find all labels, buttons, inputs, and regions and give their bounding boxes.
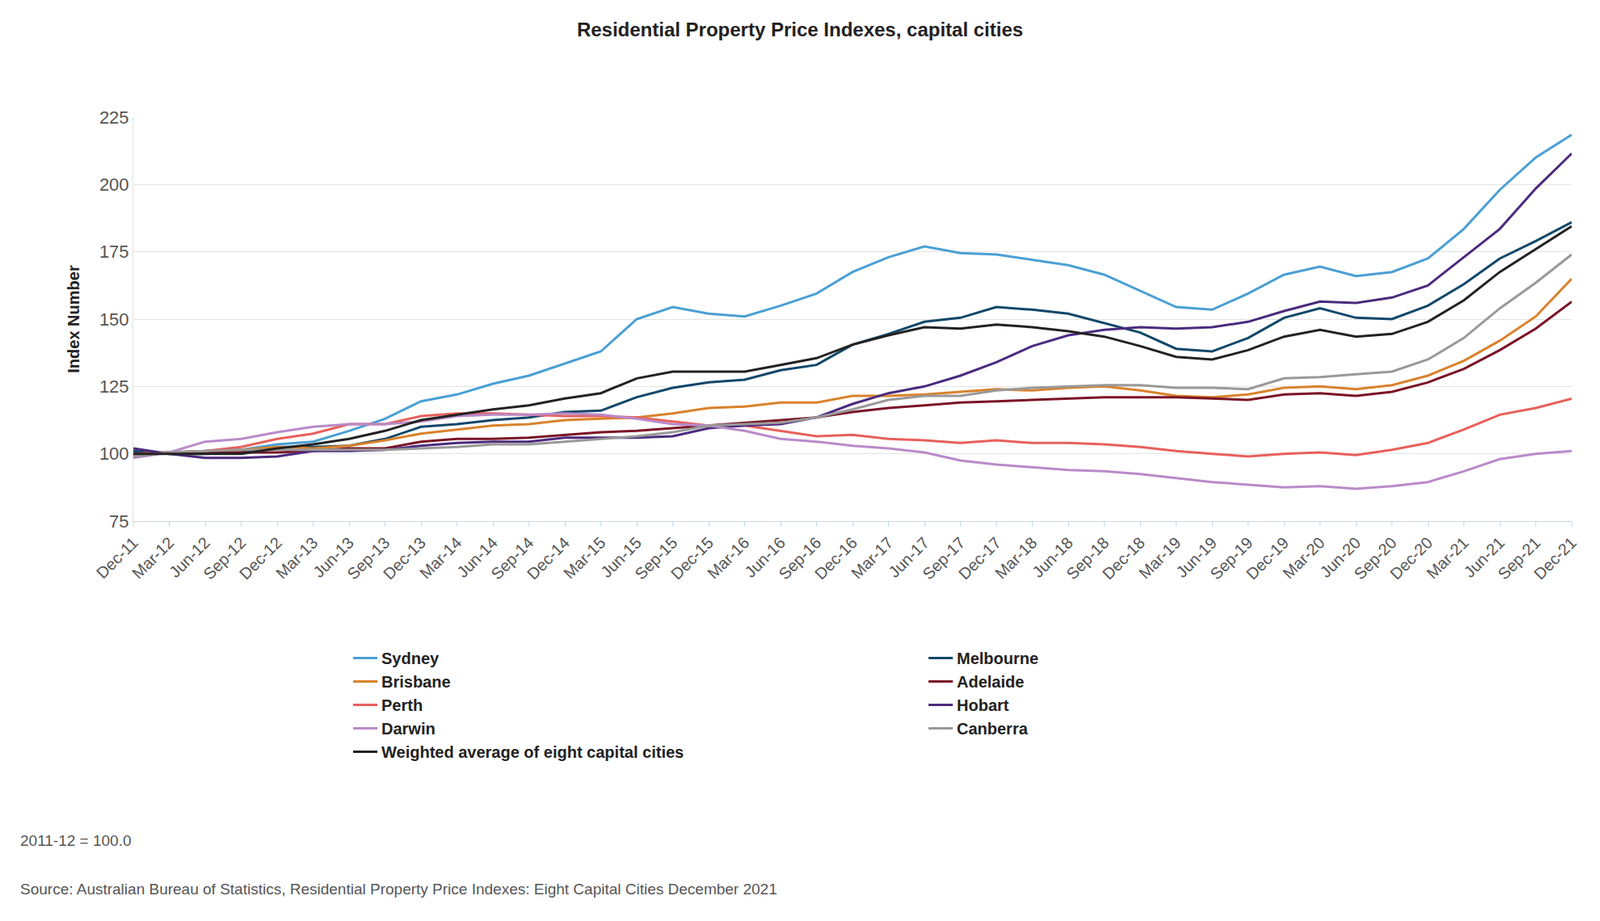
svg-text:175: 175 <box>99 241 130 262</box>
svg-text:225: 225 <box>99 107 130 128</box>
svg-text:Jun-13: Jun-13 <box>309 533 358 582</box>
svg-text:150: 150 <box>99 309 130 330</box>
svg-text:Sep-12: Sep-12 <box>199 533 249 583</box>
svg-text:Dec-21: Dec-21 <box>1530 533 1580 583</box>
svg-text:Dec-20: Dec-20 <box>1386 533 1436 583</box>
svg-text:Jun-19: Jun-19 <box>1172 533 1221 582</box>
svg-text:Sep-21: Sep-21 <box>1494 533 1544 583</box>
svg-text:Mar-16: Mar-16 <box>703 533 753 582</box>
svg-text:Adelaide: Adelaide <box>956 673 1024 691</box>
svg-text:Jun-17: Jun-17 <box>884 533 933 582</box>
svg-text:Jun-14: Jun-14 <box>453 533 502 582</box>
svg-text:Brisbane: Brisbane <box>381 673 451 691</box>
svg-text:Sep-14: Sep-14 <box>487 533 537 583</box>
svg-text:Perth: Perth <box>381 696 423 715</box>
svg-text:Sep-13: Sep-13 <box>343 533 393 583</box>
svg-text:Source: Australian Bureau of S: Source: Australian Bureau of Statistics,… <box>20 880 778 898</box>
svg-text:Sep-17: Sep-17 <box>918 533 969 583</box>
svg-text:Canberra: Canberra <box>956 720 1029 738</box>
svg-text:Residential Property Price Ind: Residential Property Price Indexes, capi… <box>576 18 1024 41</box>
svg-text:Jun-12: Jun-12 <box>165 533 214 582</box>
svg-text:Dec-12: Dec-12 <box>235 533 286 583</box>
svg-text:Sep-16: Sep-16 <box>774 533 825 583</box>
svg-text:Melbourne: Melbourne <box>956 649 1039 668</box>
svg-text:Weighted average of eight capi: Weighted average of eight capital cities <box>381 743 684 762</box>
svg-text:Mar-17: Mar-17 <box>847 533 897 582</box>
svg-text:Mar-19: Mar-19 <box>1135 533 1184 582</box>
svg-text:Sep-19: Sep-19 <box>1206 533 1256 583</box>
svg-text:Jun-20: Jun-20 <box>1316 533 1365 582</box>
svg-text:75: 75 <box>109 511 129 532</box>
svg-text:125: 125 <box>99 376 130 397</box>
svg-text:2011-12 = 100.0: 2011-12 = 100.0 <box>20 832 132 850</box>
svg-text:Mar-12: Mar-12 <box>128 533 177 582</box>
svg-text:Mar-21: Mar-21 <box>1423 533 1472 582</box>
svg-text:Dec-18: Dec-18 <box>1098 533 1149 583</box>
svg-text:Dec-13: Dec-13 <box>379 533 430 583</box>
svg-text:Dec-15: Dec-15 <box>667 533 717 583</box>
svg-text:Jun-18: Jun-18 <box>1028 533 1077 582</box>
svg-text:Mar-20: Mar-20 <box>1279 533 1328 582</box>
svg-text:Jun-21: Jun-21 <box>1460 533 1508 582</box>
svg-text:Sep-15: Sep-15 <box>631 533 681 583</box>
svg-text:Dec-17: Dec-17 <box>955 533 1005 583</box>
svg-text:Mar-13: Mar-13 <box>272 533 321 582</box>
svg-text:Dec-11: Dec-11 <box>92 533 142 582</box>
svg-text:Index Number: Index Number <box>64 265 83 374</box>
svg-text:Jun-16: Jun-16 <box>741 533 789 582</box>
svg-text:Mar-18: Mar-18 <box>991 533 1040 582</box>
svg-text:100: 100 <box>99 443 130 464</box>
svg-text:Sydney: Sydney <box>381 649 440 668</box>
svg-text:Dec-16: Dec-16 <box>811 533 861 583</box>
svg-text:Darwin: Darwin <box>381 720 436 738</box>
svg-text:Sep-20: Sep-20 <box>1350 533 1400 583</box>
svg-text:200: 200 <box>99 174 130 195</box>
svg-text:Mar-14: Mar-14 <box>416 533 465 582</box>
svg-text:Dec-19: Dec-19 <box>1242 533 1293 583</box>
svg-text:Dec-14: Dec-14 <box>523 533 573 583</box>
svg-text:Sep-18: Sep-18 <box>1062 533 1112 583</box>
svg-text:Hobart: Hobart <box>956 696 1010 715</box>
svg-text:Mar-15: Mar-15 <box>560 533 609 582</box>
svg-text:Jun-15: Jun-15 <box>597 533 645 582</box>
